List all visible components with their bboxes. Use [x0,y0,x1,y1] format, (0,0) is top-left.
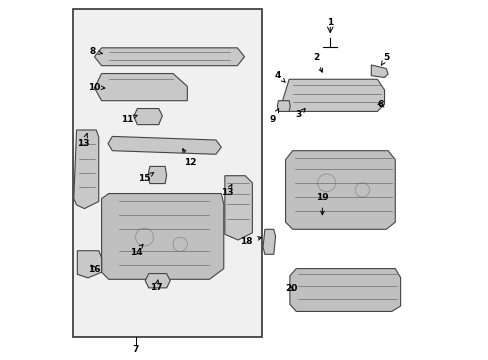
Text: 1: 1 [326,18,333,27]
Text: 3: 3 [295,109,305,120]
Polygon shape [289,269,400,311]
Text: 16: 16 [88,265,101,274]
Polygon shape [77,251,102,278]
Text: 2: 2 [312,53,322,72]
Text: 9: 9 [269,109,278,124]
Text: 13: 13 [221,185,233,197]
Polygon shape [285,151,394,229]
Text: 17: 17 [150,280,163,292]
Polygon shape [94,48,244,66]
Text: 18: 18 [240,237,261,246]
Polygon shape [134,109,162,125]
Text: 13: 13 [77,134,90,148]
Polygon shape [224,176,252,240]
Text: 5: 5 [381,53,388,65]
Polygon shape [282,79,384,111]
Text: 15: 15 [138,172,153,183]
Bar [73,9,262,337]
Polygon shape [108,136,221,154]
Text: 20: 20 [284,284,297,293]
Polygon shape [263,229,275,254]
Text: 8: 8 [90,47,102,56]
Polygon shape [102,194,224,279]
Polygon shape [74,130,99,208]
Polygon shape [277,101,290,111]
Text: 6: 6 [377,100,383,109]
Polygon shape [94,73,187,101]
Polygon shape [145,274,170,288]
Text: 14: 14 [129,244,143,257]
Text: 19: 19 [315,193,328,215]
Text: 4: 4 [274,71,285,82]
Text: 7: 7 [132,345,139,354]
Text: 12: 12 [183,149,196,167]
Polygon shape [370,65,387,77]
Text: 11: 11 [121,115,137,124]
Text: 10: 10 [88,83,104,92]
Polygon shape [148,166,166,184]
